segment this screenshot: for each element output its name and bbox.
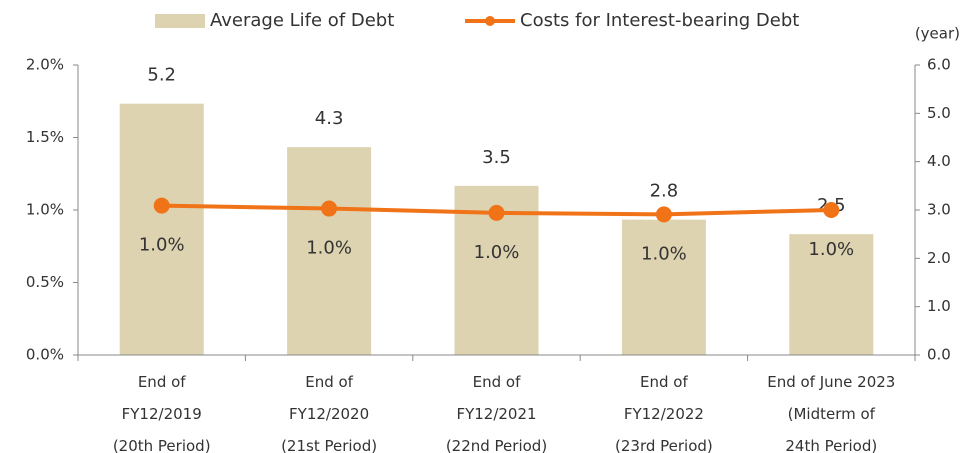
legend-swatch [485,16,495,26]
line-point [823,202,840,218]
line-label: 1.0% [474,242,520,263]
y2-tick-label: 6.0 [927,56,951,74]
line-label: 1.0% [139,235,185,256]
bar [789,234,874,355]
y-tick-label: 1.0% [26,201,64,219]
y-tick-label: 0.5% [26,273,64,291]
y2-tick-label: 2.0 [927,249,951,267]
line-label: 1.0% [306,238,352,259]
y2-tick-label: 5.0 [927,104,951,122]
legend-label: Average Life of Debt [210,10,394,31]
bar-label: 3.5 [482,147,511,168]
y2-tick-label: 1.0 [927,297,951,315]
line-label: 1.0% [641,243,687,264]
bar [119,103,204,356]
y-tick-label: 2.0% [26,56,64,74]
line-point [488,204,505,221]
bar [621,219,706,355]
y2-tick-label: 0.0 [927,346,951,364]
bar [287,147,372,355]
y2-tick-label: 4.0 [927,152,951,170]
x-tick-label: End of June 2023 (Midterm of 24th Period) [767,373,895,453]
y2-tick-label: 3.0 [927,201,951,219]
bar-label: 5.2 [147,65,176,86]
x-tick-label: End of FY12/2021 (22nd Period) [446,373,547,453]
line-point [153,197,170,214]
y2-axis-label: (year) [915,25,960,43]
bar-label: 4.3 [315,108,344,129]
line-label: 1.0% [808,239,854,260]
x-tick-label: End of FY12/2020 (21st Period) [281,373,377,453]
line-point [655,206,672,223]
y-tick-label: 1.5% [26,128,64,146]
legend-label: Costs for Interest-bearing Debt [520,10,799,31]
x-tick-label: End of FY12/2019 (20th Period) [113,373,211,453]
x-tick-label: End of FY12/2022 (23rd Period) [615,373,713,453]
legend-swatch [155,14,205,28]
y-tick-label: 0.0% [26,346,64,364]
line-point [321,200,338,217]
bar-label: 2.8 [650,181,679,202]
